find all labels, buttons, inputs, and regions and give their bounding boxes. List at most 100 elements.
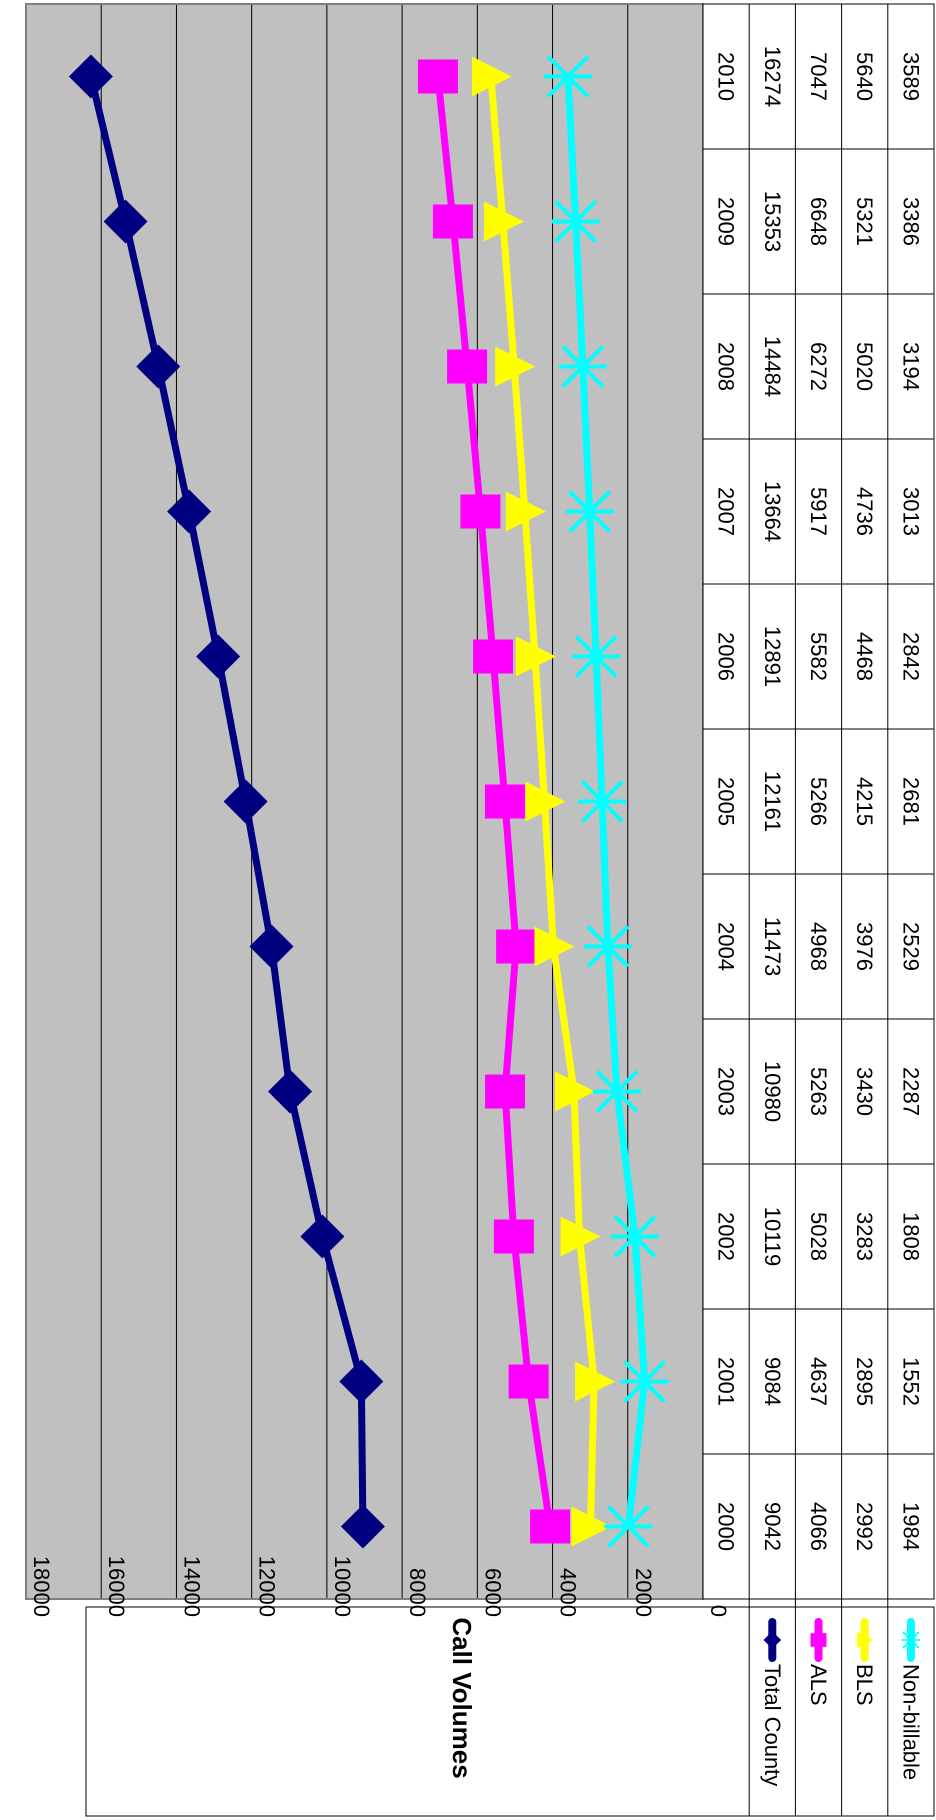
data-point (340, 1504, 385, 1549)
table-value: 4968 (806, 922, 831, 971)
legend-key-marker (901, 1631, 921, 1649)
data-point (339, 1359, 384, 1404)
data-point (484, 784, 525, 819)
table-value: 2842 (898, 632, 923, 681)
x-tick-label: 2008 (714, 342, 739, 391)
y-tick-label: 8000 (405, 1568, 430, 1617)
table-value: 2287 (898, 1067, 923, 1116)
x-tick-label: 2003 (714, 1067, 739, 1116)
x-tick-label: 2004 (714, 922, 739, 971)
legend-label: ALS (806, 1664, 831, 1706)
data-point (551, 200, 600, 243)
table-value: 10119 (760, 1207, 785, 1267)
data-point (604, 1505, 653, 1548)
y-tick-label: 14000 (179, 1556, 204, 1617)
data-point (592, 1070, 641, 1113)
table-value: 4468 (852, 632, 877, 681)
data-point (223, 779, 268, 824)
data-table: 2000 2001 2002 2003 2004 2005 2006 2007 2008 2009… (85, 3, 935, 1817)
data-point (554, 1071, 595, 1112)
table-value: 4215 (852, 777, 877, 826)
x-tick-label: 2006 (714, 632, 739, 681)
data-point (496, 929, 537, 964)
y-axis-title: Call Volumes (447, 1617, 477, 1778)
data-point (583, 925, 632, 968)
data-point (572, 635, 621, 678)
table-value: 15353 (760, 191, 785, 252)
table-value: 11473 (760, 917, 785, 977)
y-tick-label: 6000 (480, 1568, 505, 1617)
table-value: 5321 (852, 197, 877, 246)
y-tick-label: 0 (706, 1605, 731, 1617)
table-value: 5020 (852, 342, 877, 391)
table-value: 1984 (898, 1502, 923, 1551)
table-value: 2681 (898, 777, 923, 826)
table-value: 5917 (806, 487, 831, 536)
legend-block (85, 1606, 935, 1817)
table-value: 2895 (852, 1357, 877, 1406)
data-point (534, 926, 575, 967)
table-value: 2529 (898, 922, 923, 971)
table-value: 9084 (760, 1357, 785, 1406)
table-body (702, 3, 935, 1600)
table-value: 5582 (806, 632, 831, 681)
data-point (515, 636, 556, 677)
legend-label: Total County (760, 1664, 785, 1786)
y-tick-label: 12000 (255, 1556, 280, 1617)
table-value: 13664 (760, 481, 785, 542)
data-point (565, 490, 614, 533)
legend-label: BLS (852, 1664, 877, 1706)
table-value: 4637 (806, 1357, 831, 1406)
data-point (103, 199, 148, 244)
table-value: 16274 (760, 46, 785, 107)
data-point (485, 1074, 526, 1109)
series-layer (68, 54, 669, 1549)
data-point (471, 56, 512, 97)
data-point (473, 639, 514, 674)
table-value: 3283 (852, 1212, 877, 1261)
data-point (268, 1069, 313, 1114)
data-point (432, 204, 473, 239)
table-value: 9042 (760, 1502, 785, 1551)
data-point (68, 54, 113, 99)
y-tick-label: 18000 (29, 1556, 54, 1617)
data-point (447, 349, 488, 384)
y-tick-label: 2000 (631, 1568, 656, 1617)
data-point (460, 494, 501, 529)
data-point (495, 346, 536, 387)
data-point (493, 1219, 534, 1254)
data-point (300, 1214, 345, 1259)
legend-key-marker (763, 1631, 782, 1649)
table-value: 6272 (806, 342, 831, 391)
table-value: 1552 (898, 1357, 923, 1406)
data-point (575, 1361, 616, 1402)
x-tick-label: 2000 (714, 1502, 739, 1551)
table-value: 6648 (806, 197, 831, 246)
data-point (525, 781, 566, 822)
data-point (483, 201, 524, 242)
table-value: 14484 (760, 336, 785, 397)
y-axis: 0 2000 4000 6000 8000 10000 12000 14000 16000 180… (29, 1556, 731, 1617)
x-tick-label: 2007 (714, 487, 739, 536)
y-tick-label: 10000 (330, 1556, 355, 1617)
table-value: 10980 (760, 1061, 785, 1122)
table-value: 3013 (898, 487, 923, 536)
y-tick-label: 4000 (556, 1568, 581, 1617)
data-point (560, 1216, 601, 1257)
data-point (530, 1509, 571, 1544)
table-value: 7047 (806, 52, 831, 101)
data-point (417, 59, 458, 94)
data-point (571, 1506, 612, 1547)
data-point (167, 489, 212, 534)
table-value: 12891 (760, 626, 785, 687)
table-value: 3589 (898, 52, 923, 101)
data-point (505, 491, 546, 532)
data-point (136, 344, 181, 389)
data-point (610, 1215, 659, 1258)
x-tick-label: 2010 (714, 52, 739, 101)
x-tick-label: 2002 (714, 1212, 739, 1261)
table-value: 5266 (806, 777, 831, 826)
x-tick-label: 2001 (714, 1357, 739, 1406)
table-value: 5028 (806, 1212, 831, 1261)
